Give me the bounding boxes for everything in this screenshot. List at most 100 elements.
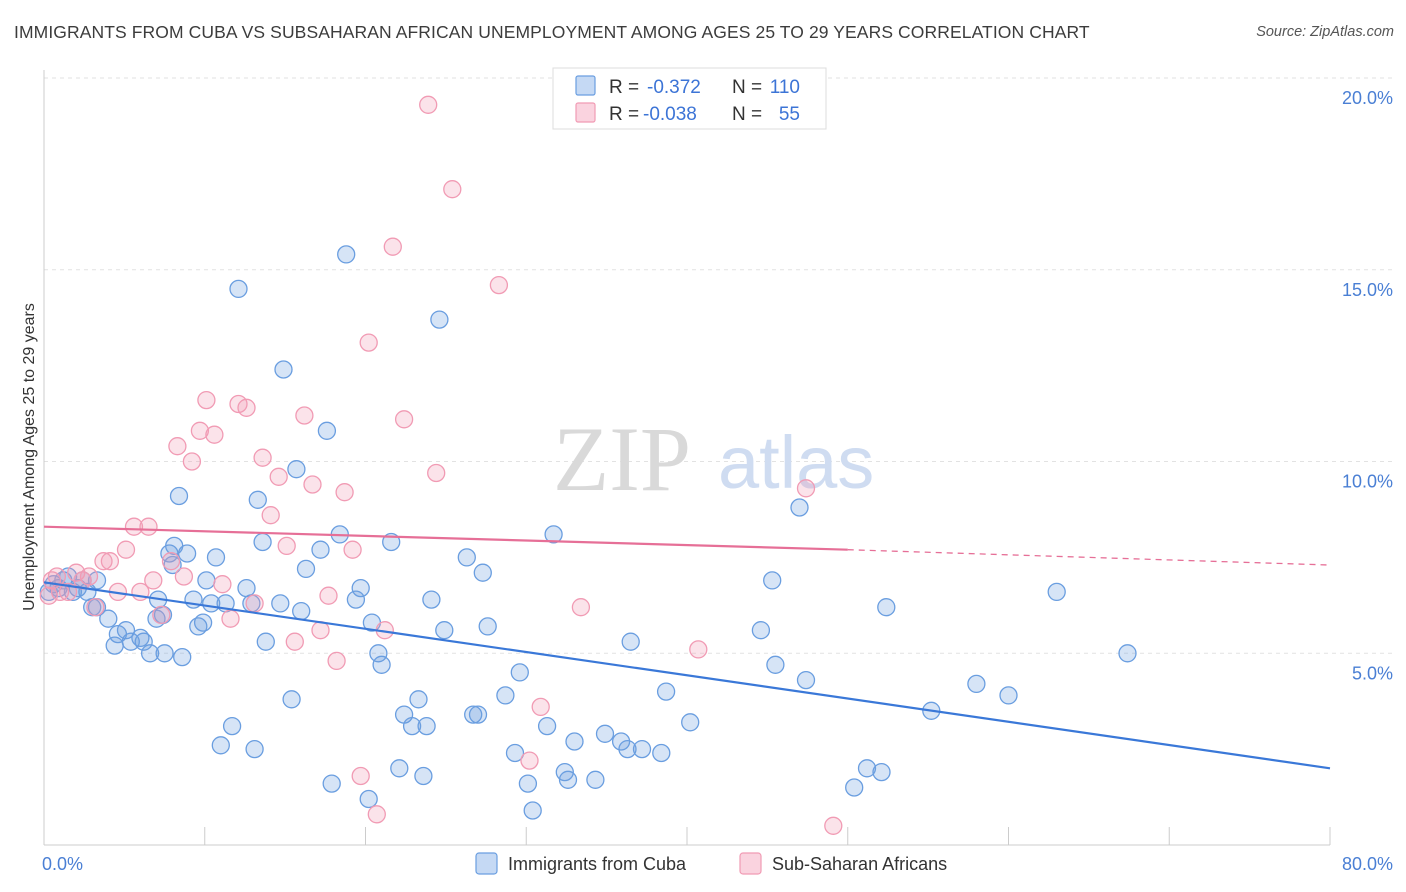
point-ssa [319, 586, 338, 605]
point-ssa [86, 598, 105, 617]
point-ssa [39, 586, 58, 605]
point-ssa [79, 567, 99, 586]
point-cuba [253, 532, 272, 552]
point-cuba [173, 647, 192, 667]
y-tick-label: 15.0% [1342, 280, 1393, 300]
point-cuba [464, 705, 483, 724]
point-cuba [237, 578, 256, 598]
trend-line-cuba [43, 581, 1331, 770]
point-ssa [343, 540, 362, 559]
point-cuba [544, 525, 563, 544]
y-tick-label: 20.0% [1342, 88, 1393, 108]
point-cuba [790, 498, 809, 517]
point-cuba [155, 644, 174, 663]
point-ssa [100, 552, 120, 571]
point-cuba [211, 736, 230, 755]
point-cuba [271, 594, 290, 613]
point-cuba [337, 245, 356, 264]
point-ssa [571, 598, 591, 617]
point-ssa [213, 575, 232, 594]
point-cuba [845, 778, 864, 797]
point-ssa [367, 805, 386, 824]
point-cuba [537, 716, 557, 736]
point-cuba [282, 690, 301, 709]
y-tick-label: 10.0% [1342, 472, 1393, 492]
point-ssa [245, 594, 264, 613]
point-ssa [269, 467, 288, 486]
gridlines [44, 77, 1394, 654]
point-ssa [443, 180, 462, 199]
point-ssa [427, 463, 446, 483]
point-ssa [520, 751, 539, 770]
point-cuba [632, 739, 652, 759]
point-ssa [237, 398, 256, 417]
point-ssa [116, 540, 136, 559]
point-cuba [505, 743, 525, 763]
point-ssa [285, 632, 304, 651]
point-cuba [1047, 582, 1066, 602]
point-ssa [419, 95, 438, 114]
point-cuba [518, 774, 538, 793]
stats-r-label-cuba: R = [609, 77, 639, 98]
point-ssa [489, 275, 509, 295]
point-ssa [197, 390, 216, 410]
point-ssa [144, 571, 163, 590]
stats-n-label-cuba: N = [732, 77, 762, 98]
point-ssa [335, 483, 354, 502]
point-cuba [621, 632, 640, 651]
point-cuba [274, 360, 293, 379]
point-cuba [523, 801, 542, 820]
point-ssa [94, 552, 113, 571]
point-cuba [586, 770, 605, 789]
point-cuba [222, 716, 242, 736]
point-ssa [327, 651, 346, 671]
point-cuba [99, 609, 118, 628]
point-ssa [295, 406, 314, 425]
point-ssa [182, 452, 202, 471]
y-axis-label: Unemployment Among Ages 25 to 29 years [21, 303, 38, 611]
point-ssa [190, 421, 210, 440]
point-cuba [766, 655, 785, 674]
point-cuba [351, 578, 370, 598]
point-cuba [468, 705, 488, 724]
point-ssa [796, 479, 816, 498]
point-cuba [140, 644, 160, 663]
point-ssa [139, 517, 158, 536]
point-cuba [134, 632, 153, 651]
point-cuba [872, 762, 891, 782]
point-ssa [161, 552, 181, 571]
stats-r-label-ssa: R = [609, 104, 639, 125]
point-ssa [152, 605, 171, 625]
point-cuba [372, 655, 391, 674]
point-ssa [174, 567, 194, 586]
point-cuba [857, 759, 877, 778]
point-cuba [681, 713, 700, 732]
legend: Immigrants from Cuba Sub-Saharan African… [475, 852, 947, 875]
point-ssa [168, 437, 187, 456]
point-cuba [256, 632, 275, 651]
stats-swatch-cuba [575, 75, 596, 96]
point-cuba [287, 460, 306, 479]
point-cuba [652, 743, 671, 763]
point-cuba [229, 279, 248, 299]
trend-lines [43, 525, 1331, 770]
point-cuba [402, 716, 422, 736]
watermark-atlas: atlas [718, 421, 874, 504]
y-tick-labels: 5.0% 10.0% 15.0% 20.0% [1342, 88, 1393, 683]
point-cuba [390, 759, 409, 778]
stats-n-label-ssa: N = [732, 104, 762, 125]
point-cuba [1118, 644, 1137, 663]
point-cuba [296, 559, 316, 579]
point-cuba [346, 590, 366, 609]
point-ssa [689, 640, 708, 659]
x-tick-label-min: 0.0% [42, 854, 83, 874]
stats-r-value-cuba: -0.372 [647, 77, 701, 98]
trend-line-ssa-extension [847, 549, 1331, 566]
point-cuba [193, 613, 213, 632]
point-ssa [383, 237, 402, 256]
point-cuba [369, 644, 388, 663]
point-cuba [311, 540, 330, 559]
legend-label-ssa: Sub-Saharan Africans [772, 854, 947, 874]
stats-n-value-cuba: 110 [770, 77, 800, 98]
